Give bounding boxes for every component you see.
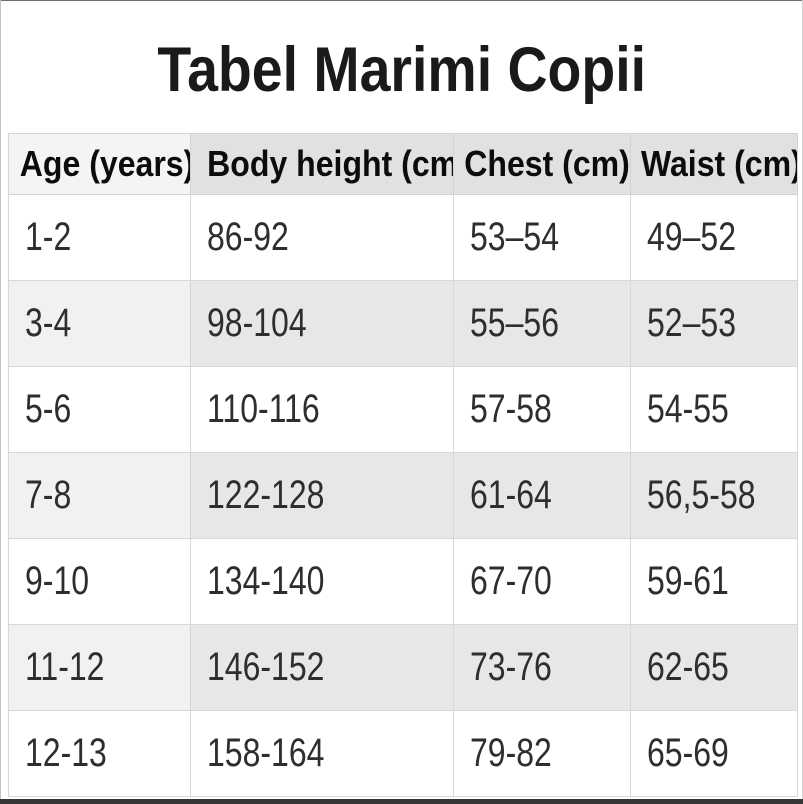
- table-row: 7-8 122-128 61-64 56,5-58: [8, 452, 798, 539]
- cell-text: 52–53: [647, 301, 736, 345]
- cell-text: 86-92: [207, 215, 289, 259]
- table-cell-age: 9-10: [8, 538, 191, 625]
- table-cell-age: 11-12: [8, 624, 191, 711]
- top-edge-line: [0, 0, 803, 1]
- table-cell-height: 146-152: [190, 624, 454, 711]
- page-title-text: Tabel Marimi Copii: [157, 35, 646, 105]
- column-header-text: Waist (cm): [640, 143, 798, 184]
- cell-text: 7-8: [25, 473, 72, 517]
- cell-text: 9-10: [25, 559, 90, 603]
- cell-text: 55–56: [470, 301, 559, 345]
- page-title: Tabel Marimi Copii: [0, 28, 803, 112]
- cell-text: 57-58: [470, 387, 552, 431]
- table-cell-height: 158-164: [190, 710, 454, 797]
- table-cell-height: 134-140: [190, 538, 454, 625]
- cell-text: 65-69: [647, 731, 729, 775]
- table-row: 5-6 110-116 57-58 54-55: [8, 366, 798, 453]
- cell-text: 61-64: [470, 473, 552, 517]
- table-row: 3-4 98-104 55–56 52–53: [8, 280, 798, 367]
- table-cell-age: 1-2: [8, 194, 191, 281]
- column-header-body-height: Body height (cm): [190, 133, 454, 195]
- table-header: Age (years) Body height (cm) Chest (cm) …: [8, 133, 798, 195]
- cell-text: 5-6: [25, 387, 72, 431]
- table-cell-chest: 53–54: [453, 194, 631, 281]
- table-row: 12-13 158-164 79-82 65-69: [8, 710, 798, 797]
- bottom-bar: [0, 799, 803, 804]
- size-table: Age (years) Body height (cm) Chest (cm) …: [8, 133, 798, 797]
- table-cell-chest: 57-58: [453, 366, 631, 453]
- cell-text: 49–52: [647, 215, 736, 259]
- table-cell-chest: 55–56: [453, 280, 631, 367]
- cell-text: 122-128: [207, 473, 325, 517]
- cell-text: 54-55: [647, 387, 729, 431]
- column-header-chest: Chest (cm): [453, 133, 631, 195]
- table-row: 11-12 146-152 73-76 62-65: [8, 624, 798, 711]
- column-header-age: Age (years): [8, 133, 191, 195]
- table-cell-age: 3-4: [8, 280, 191, 367]
- cell-text: 73-76: [470, 645, 552, 689]
- table-row: 9-10 134-140 67-70 59-61: [8, 538, 798, 625]
- table-cell-waist: 54-55: [630, 366, 798, 453]
- cell-text: 110-116: [207, 387, 320, 431]
- cell-text: 146-152: [207, 645, 325, 689]
- table-cell-waist: 56,5-58: [630, 452, 798, 539]
- table-cell-waist: 49–52: [630, 194, 798, 281]
- cell-text: 53–54: [470, 215, 559, 259]
- table-body: 1-2 86-92 53–54 49–52 3-4 98-104 55–56 5…: [8, 194, 798, 797]
- cell-text: 56,5-58: [647, 473, 756, 517]
- column-header-waist: Waist (cm): [630, 133, 798, 195]
- cell-text: 11-12: [25, 645, 105, 689]
- cell-text: 134-140: [207, 559, 325, 603]
- cell-text: 59-61: [647, 559, 729, 603]
- table-cell-chest: 67-70: [453, 538, 631, 625]
- column-header-text: Chest (cm): [464, 143, 630, 184]
- table-cell-height: 86-92: [190, 194, 454, 281]
- table-cell-waist: 52–53: [630, 280, 798, 367]
- table-cell-age: 12-13: [8, 710, 191, 797]
- left-edge-line: [0, 0, 1, 804]
- cell-text: 12-13: [25, 731, 107, 775]
- table-row: 1-2 86-92 53–54 49–52: [8, 194, 798, 281]
- table-header-row: Age (years) Body height (cm) Chest (cm) …: [8, 133, 798, 195]
- table-cell-height: 122-128: [190, 452, 454, 539]
- cell-text: 79-82: [470, 731, 552, 775]
- table-cell-waist: 62-65: [630, 624, 798, 711]
- cell-text: 1-2: [25, 215, 72, 259]
- column-header-text: Age (years): [19, 143, 191, 184]
- column-header-text: Body height (cm): [207, 143, 454, 184]
- table-cell-height: 110-116: [190, 366, 454, 453]
- table-cell-age: 5-6: [8, 366, 191, 453]
- table-cell-age: 7-8: [8, 452, 191, 539]
- cell-text: 62-65: [647, 645, 729, 689]
- table-cell-chest: 73-76: [453, 624, 631, 711]
- table-cell-chest: 79-82: [453, 710, 631, 797]
- cell-text: 67-70: [470, 559, 552, 603]
- cell-text: 158-164: [207, 731, 325, 775]
- table-cell-waist: 59-61: [630, 538, 798, 625]
- cell-text: 98-104: [207, 301, 307, 345]
- table-cell-chest: 61-64: [453, 452, 631, 539]
- table-cell-waist: 65-69: [630, 710, 798, 797]
- cell-text: 3-4: [25, 301, 72, 345]
- table-cell-height: 98-104: [190, 280, 454, 367]
